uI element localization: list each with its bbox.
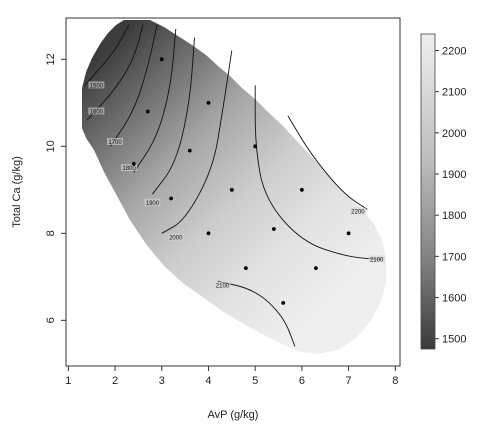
contour-line-2 [110, 24, 158, 147]
y-tick-label-1: 8 [45, 230, 57, 236]
contour-label-6: 2100 [370, 257, 384, 263]
data-point-6 [169, 196, 174, 201]
y-tick-label-3: 12 [45, 53, 57, 65]
data-point-9 [206, 231, 211, 236]
x-axis-label: AvP (g/kg) [208, 409, 259, 421]
data-point-5 [253, 144, 258, 149]
contour-label-7: 2100 [216, 284, 230, 290]
x-tick-label-7: 8 [392, 375, 398, 387]
plot-frame [65, 17, 401, 367]
contour-label-5: 2000 [169, 236, 183, 242]
data-point-8 [300, 187, 304, 192]
contour-line-4 [152, 37, 195, 195]
x-tick-label-3: 4 [205, 375, 211, 387]
contour-line-6 [254, 85, 382, 260]
colorbar-label-2: 1700 [442, 251, 466, 263]
contour-line-1 [86, 24, 144, 121]
x-axis: 1 2 3 4 5 6 7 8 [65, 366, 398, 387]
contour-label-bg-6 [368, 255, 385, 263]
contour-lines: 1500 1600 1700 1800 1900 2000 2100 2100 2200 [84, 24, 385, 347]
colorbar-label-1: 1600 [442, 293, 466, 305]
data-point-3 [131, 161, 136, 166]
contour-label-bg-1 [88, 107, 105, 115]
contour-label-2: 1700 [108, 140, 122, 146]
contour-line-8 [287, 115, 368, 210]
data-points [131, 57, 351, 305]
y-tick-label-0: 6 [45, 317, 57, 323]
data-point-0 [159, 57, 164, 62]
colorbar-ticks: 1500 1600 1700 1800 1900 2000 2100 2200 [435, 45, 466, 346]
colorbar-label-7: 2200 [442, 45, 466, 57]
contour-label-1: 1600 [90, 110, 104, 116]
data-point-10 [271, 227, 276, 231]
data-point-13 [314, 266, 318, 271]
contour-label-4: 1900 [146, 201, 160, 207]
data-point-11 [346, 231, 351, 236]
data-point-2 [206, 100, 211, 105]
colorbar-label-6: 2100 [442, 87, 466, 99]
contour-label-bg-2 [107, 137, 124, 145]
colorbar-label-3: 1800 [442, 210, 466, 222]
data-point-14 [281, 301, 286, 305]
contour-line-0 [84, 24, 130, 86]
contour-label-bg-4 [144, 198, 161, 206]
surface-region [82, 20, 386, 354]
colorbar-label-0: 1500 [442, 334, 466, 346]
y-tick-label-2: 10 [45, 140, 57, 152]
contour-line-3 [133, 28, 177, 173]
contour-label-8: 2200 [351, 210, 365, 216]
data-point-7 [229, 187, 234, 192]
data-point-12 [243, 266, 248, 271]
contour-label-bg-8 [349, 207, 366, 215]
colorbar-label-4: 1900 [442, 169, 466, 181]
data-point-1 [145, 109, 150, 114]
data-point-4 [187, 148, 192, 153]
x-tick-label-6: 7 [346, 375, 352, 387]
x-tick-label-4: 5 [252, 375, 258, 387]
x-tick-label-2: 3 [159, 375, 165, 387]
contour-label-bg-0 [88, 81, 105, 89]
y-axis-label: Total Ca (g/kg) [11, 156, 23, 228]
x-tick-label-5: 6 [299, 375, 305, 387]
contour-line-5 [161, 50, 233, 234]
contour-label-bg-5 [167, 233, 184, 241]
colorbar [420, 33, 436, 350]
contour-label-bg-3 [121, 164, 138, 172]
colorbar-label-5: 2000 [442, 128, 466, 140]
y-axis: 6 8 10 12 [45, 53, 66, 323]
x-tick-label-0: 1 [65, 375, 71, 387]
x-tick-label-1: 2 [112, 375, 118, 387]
contour-label-3: 1800 [122, 166, 136, 172]
contour-label-bg-7 [214, 281, 231, 289]
contour-label-0: 1500 [90, 83, 104, 89]
